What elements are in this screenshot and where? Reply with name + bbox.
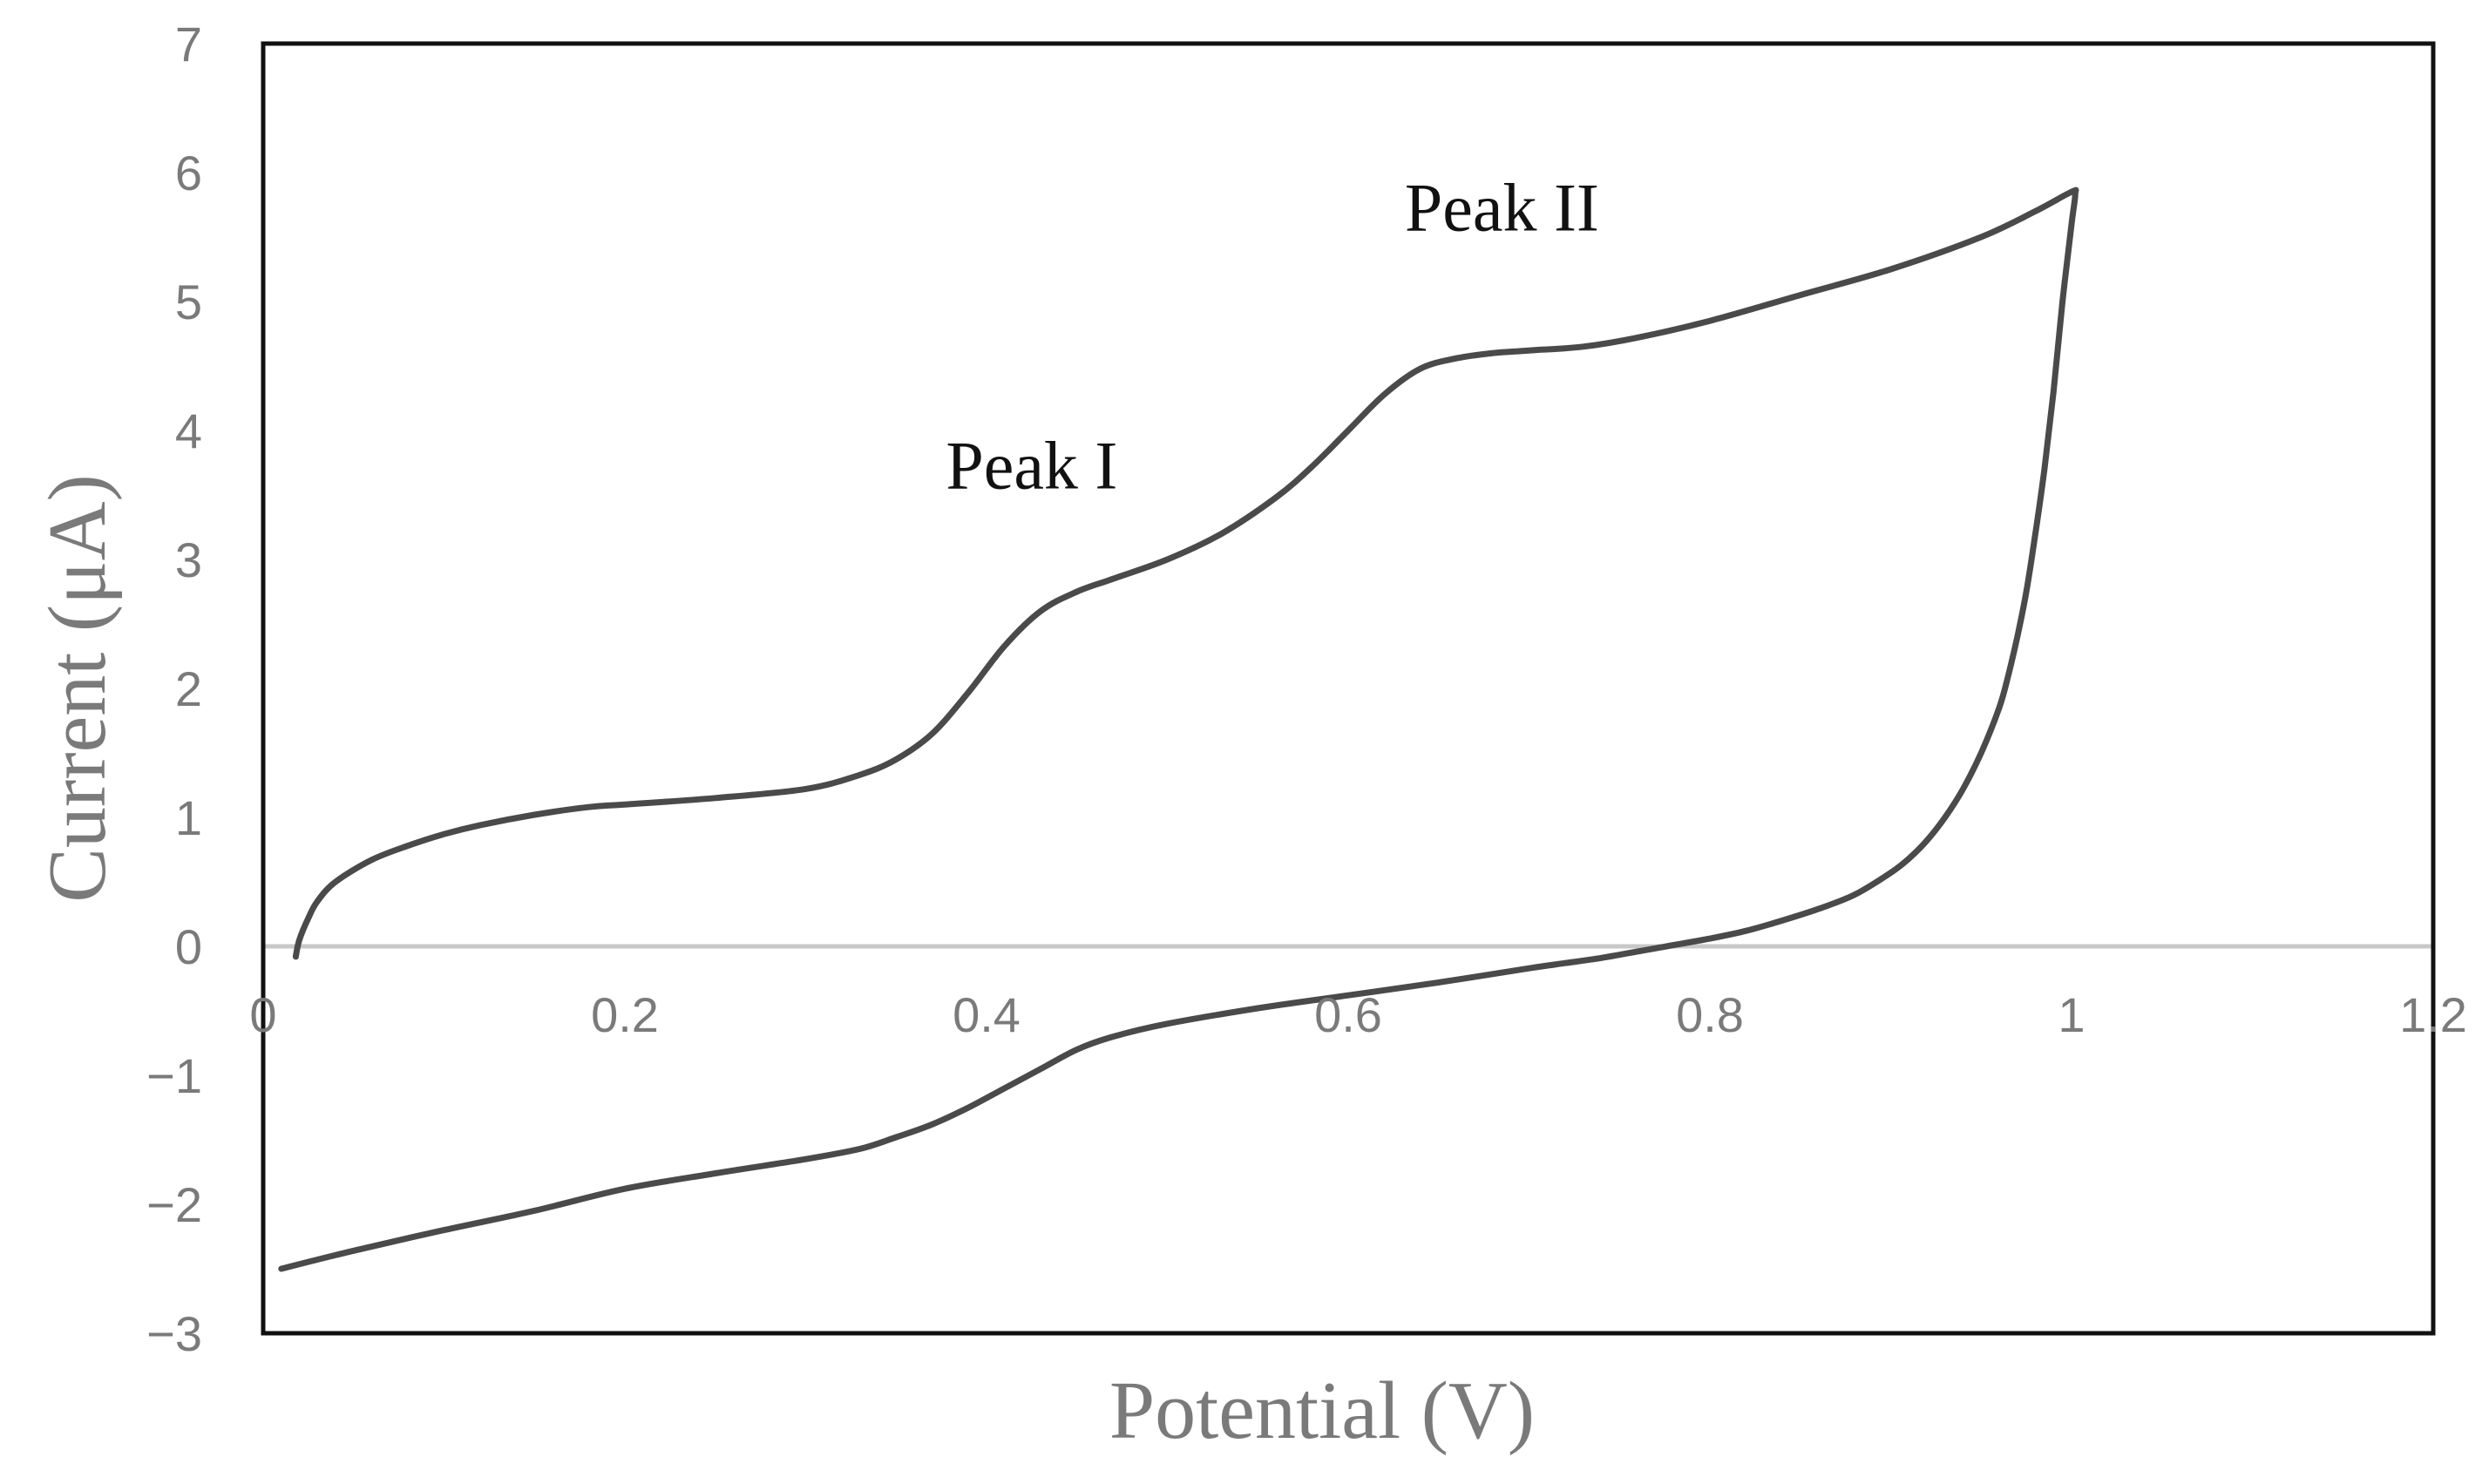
cv-curve xyxy=(278,186,2079,1272)
x-tick-label: 0.4 xyxy=(953,987,1021,1042)
y-tick-label: 0 xyxy=(175,919,202,974)
y-tick-label: 2 xyxy=(175,661,202,716)
y-tick-label: −1 xyxy=(146,1048,202,1103)
annotations: Peak I Peak II xyxy=(946,170,1599,504)
y-tick-label: 3 xyxy=(175,532,202,587)
x-tick-labels: 0 0.2 0.4 0.6 0.8 1 1.2 xyxy=(249,987,2467,1042)
y-tick-label: 6 xyxy=(175,146,202,200)
plot-frame xyxy=(261,41,2436,1336)
peak-annotation: Peak II xyxy=(1405,170,1599,246)
series-layer xyxy=(278,186,2079,1272)
y-tick-label: 7 xyxy=(175,17,202,71)
x-axis-title: Potential (V) xyxy=(1109,1365,1535,1456)
y-tick-labels: −3 −2 −1 0 1 2 3 4 5 6 7 xyxy=(146,17,202,1361)
x-tick-label: 0.2 xyxy=(591,987,659,1042)
y-tick-label: −2 xyxy=(146,1177,202,1232)
y-axis-title: Current (μA) xyxy=(32,474,123,903)
y-tick-label: −3 xyxy=(146,1306,202,1361)
y-tick-label: 5 xyxy=(175,274,202,329)
x-tick-label: 0.6 xyxy=(1314,987,1382,1042)
x-tick-label: 0.8 xyxy=(1676,987,1744,1042)
x-tick-label: 0 xyxy=(249,987,276,1042)
x-tick-label: 1 xyxy=(2058,987,2085,1042)
y-tick-label: 1 xyxy=(175,790,202,845)
peak-annotation: Peak I xyxy=(946,428,1117,504)
y-tick-label: 4 xyxy=(175,403,202,458)
x-tick-label: 1.2 xyxy=(2399,987,2467,1042)
